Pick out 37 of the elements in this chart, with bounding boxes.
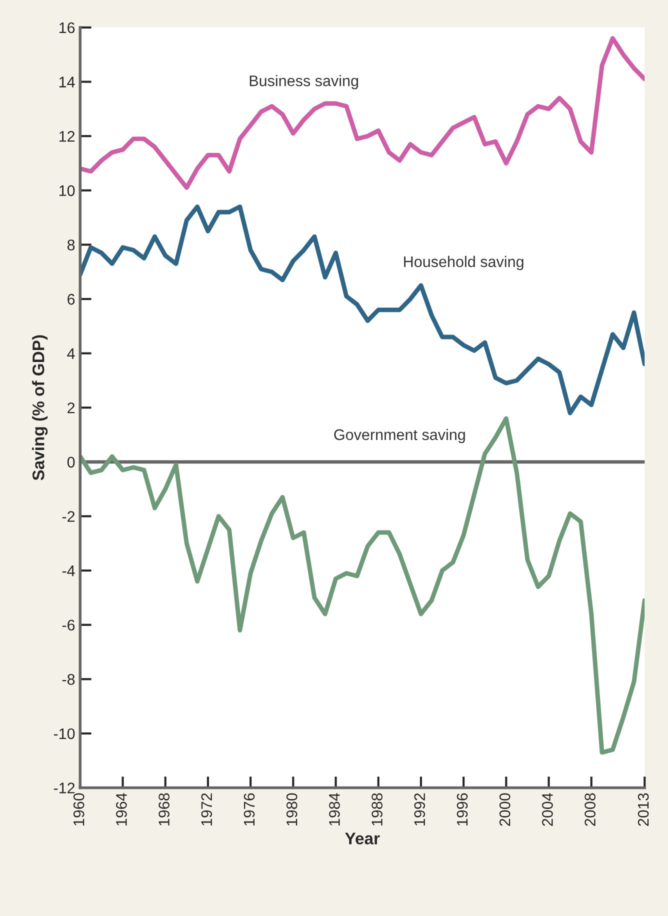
y-tick-label: 14 <box>59 76 75 88</box>
x-tick-label: 1968 <box>158 793 170 826</box>
x-tick-label: 1980 <box>286 793 298 826</box>
y-tick-label: 2 <box>68 402 75 414</box>
series-label: Business saving <box>250 75 358 90</box>
y-tick-label: 10 <box>59 185 75 196</box>
y-tick-label: 0 <box>67 456 75 468</box>
series-label: Government saving <box>334 428 465 444</box>
x-tick-label: 1972 <box>201 793 212 826</box>
line-series <box>80 416 645 755</box>
x-tick-label: 2004 <box>542 793 553 826</box>
x-tick-label: 2013 <box>638 793 649 826</box>
x-tick-label: 1992 <box>414 793 426 826</box>
y-tick-label: 8 <box>67 240 75 250</box>
y-tick-label: -8 <box>62 674 75 685</box>
y-tick-label: -10 <box>54 728 75 740</box>
x-axis-title: Year <box>345 832 380 844</box>
x-tick-label: 1964 <box>116 793 127 826</box>
line-series <box>80 204 645 416</box>
x-tick-label: 1960 <box>73 793 84 826</box>
y-tick-label: -12 <box>54 782 75 794</box>
x-tick-label: 1988 <box>372 793 382 826</box>
y-tick-label: 6 <box>68 294 75 305</box>
x-tick-label: 1976 <box>244 793 255 826</box>
line-series <box>80 36 645 190</box>
y-tick-label: -4 <box>62 566 75 576</box>
y-tick-label: 16 <box>59 22 75 34</box>
y-tick-label: 12 <box>59 130 75 142</box>
y-tick-label: 4 <box>67 348 75 359</box>
x-tick-label: 1984 <box>329 793 340 826</box>
x-tick-label: 1996 <box>456 793 468 826</box>
x-tick-label: 2000 <box>499 793 510 826</box>
x-tick-label: 2008 <box>584 793 596 826</box>
y-axis-title: Saving (% of GDP) <box>32 335 48 480</box>
y-tick-label: -6 <box>62 620 75 631</box>
y-tick-label: -2 <box>62 511 75 522</box>
series-label: Household saving <box>404 256 524 270</box>
